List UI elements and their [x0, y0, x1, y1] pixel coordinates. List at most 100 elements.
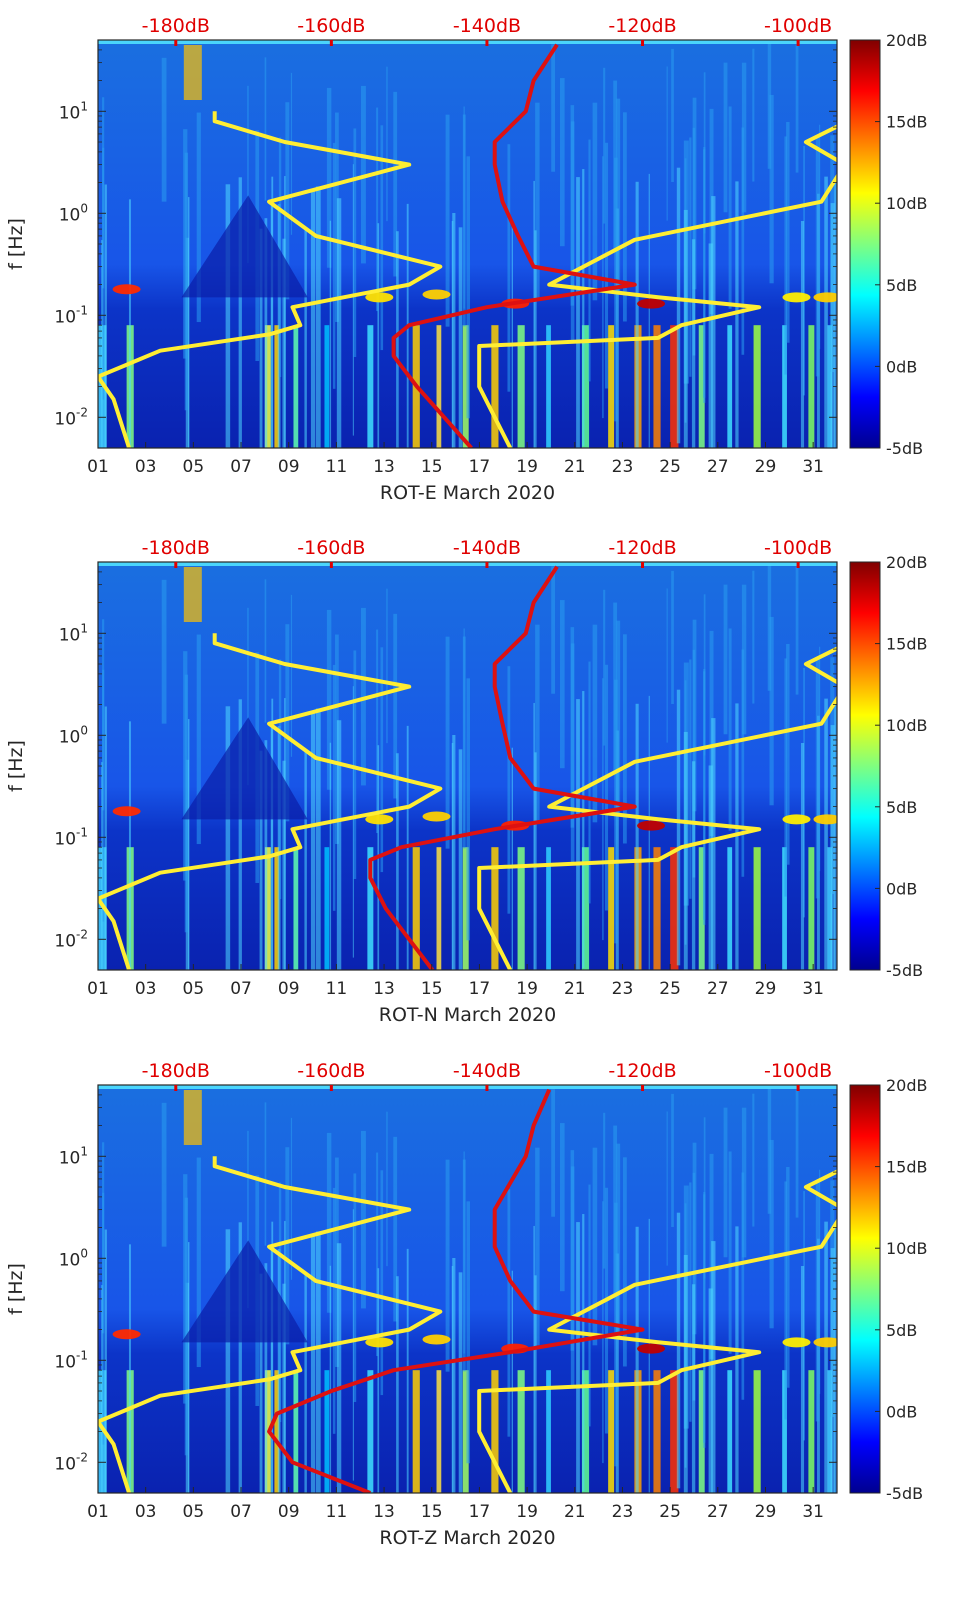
x-tick-label: 31 [802, 1502, 824, 1522]
colorbar-label: 5dB [886, 1321, 917, 1340]
colorbar-label: 0dB [886, 879, 917, 898]
y-axis-title: f [Hz] [5, 1263, 27, 1315]
y-tick-label: 10-2 [54, 1450, 88, 1474]
noise-model-curve-2 [477, 124, 837, 448]
y-axis-title: f [Hz] [5, 740, 27, 792]
x-tick-label: 21 [564, 457, 586, 477]
colorbar-label: 10dB [886, 716, 928, 735]
colorbar-label: 5dB [886, 798, 917, 817]
colorbar: 20dB 15dB 10dB 5dB 0dB -5dB [849, 1076, 928, 1503]
top-db-label: -180dB [142, 15, 210, 37]
x-tick-label: 19 [516, 1502, 538, 1522]
x-tick-label: 07 [230, 457, 252, 477]
x-tick-label: 15 [421, 1502, 443, 1522]
top-db-label: -120dB [608, 1060, 676, 1082]
x-tick-label: 27 [707, 457, 729, 477]
colorbar-label: 5dB [886, 276, 917, 295]
x-tick-label: 13 [373, 457, 395, 477]
x-tick-label: 19 [516, 979, 538, 999]
x-tick-label: 09 [278, 457, 300, 477]
colorbar-label: 0dB [886, 1402, 917, 1421]
noise-model-curve-1 [98, 1156, 443, 1493]
colorbar-label: 0dB [886, 357, 917, 376]
x-tick-label: 17 [469, 979, 491, 999]
spectrogram-image [98, 1085, 837, 1493]
y-tick-label: 100 [59, 201, 88, 225]
chart-panel-3: 01 03 05 07 09 11 13 15 17 19 21 23 25 27 29 31 10-2 10-1… [5, 1060, 928, 1549]
y-tick-label: 10-1 [54, 303, 88, 327]
y-axis-title: f [Hz] [5, 218, 27, 270]
x-tick-label: 23 [612, 457, 634, 477]
top-db-label: -140dB [453, 15, 521, 37]
x-tick-label: 01 [87, 979, 109, 999]
x-tick-label: 29 [755, 457, 777, 477]
colorbar-label: -5dB [886, 439, 923, 458]
top-db-label: -160dB [297, 537, 365, 559]
y-tick-label: 10-1 [54, 825, 88, 849]
noise-model-curve-2 [477, 1169, 837, 1493]
x-tick-label: 15 [421, 979, 443, 999]
x-axis-title: ROT-N March 2020 [379, 1004, 556, 1026]
x-tick-label: 11 [326, 1502, 348, 1522]
spectrogram-image [98, 562, 837, 970]
x-tick-label: 21 [564, 1502, 586, 1522]
top-db-label: -140dB [453, 537, 521, 559]
top-db-label: -120dB [608, 15, 676, 37]
x-tick-label: 25 [659, 457, 681, 477]
x-tick-label: 17 [469, 1502, 491, 1522]
y-tick-label: 101 [59, 1144, 88, 1168]
colorbar-label: -5dB [886, 961, 923, 980]
noise-model-curve-1 [98, 111, 443, 448]
colorbar-label: 15dB [886, 113, 928, 132]
x-tick-label: 03 [135, 1502, 157, 1522]
colorbar-label: 10dB [886, 1239, 928, 1258]
x-tick-label: 25 [659, 1502, 681, 1522]
y-tick-label: 101 [59, 621, 88, 645]
x-axis-title: ROT-E March 2020 [380, 482, 555, 504]
x-tick-label: 01 [87, 1502, 109, 1522]
chart-panel-2: 01 03 05 07 09 11 13 15 17 19 21 23 25 27 29 31 10-2 10-1… [5, 537, 928, 1026]
spectrogram-image [98, 40, 837, 448]
x-tick-label: 07 [230, 979, 252, 999]
x-tick-label: 23 [612, 979, 634, 999]
top-db-label: -160dB [297, 15, 365, 37]
x-tick-label: 17 [469, 457, 491, 477]
top-db-label: -180dB [142, 537, 210, 559]
y-tick-label: 100 [59, 723, 88, 747]
noise-model-curve-3 [267, 1088, 645, 1493]
x-tick-label: 25 [659, 979, 681, 999]
x-tick-label: 01 [87, 457, 109, 477]
top-db-label: -140dB [453, 1060, 521, 1082]
x-tick-label: 13 [373, 979, 395, 999]
colorbar-label: 20dB [886, 553, 928, 572]
colorbar-label: 20dB [886, 31, 928, 50]
colorbar-label: 15dB [886, 1158, 928, 1177]
top-db-label: -160dB [297, 1060, 365, 1082]
x-tick-label: 11 [326, 979, 348, 999]
top-db-label: -100dB [764, 1060, 832, 1082]
x-tick-label: 29 [755, 1502, 777, 1522]
x-tick-label: 31 [802, 457, 824, 477]
x-tick-label: 27 [707, 1502, 729, 1522]
x-tick-label: 03 [135, 979, 157, 999]
noise-model-curve-3 [368, 565, 637, 970]
x-tick-label: 31 [802, 979, 824, 999]
x-tick-label: 23 [612, 1502, 634, 1522]
top-db-label: -180dB [142, 1060, 210, 1082]
colorbar-label: 15dB [886, 635, 928, 654]
colorbar-label: -5dB [886, 1484, 923, 1503]
x-tick-label: 19 [516, 457, 538, 477]
x-tick-label: 03 [135, 457, 157, 477]
y-tick-label: 10-2 [54, 405, 88, 429]
colorbar: 20dB 15dB 10dB 5dB 0dB -5dB [849, 31, 928, 458]
noise-model-curve-2 [477, 646, 837, 970]
y-tick-label: 10-2 [54, 927, 88, 951]
x-tick-label: 27 [707, 979, 729, 999]
x-tick-label: 05 [183, 457, 205, 477]
x-tick-label: 05 [183, 1502, 205, 1522]
chart-panel-1: 01 03 05 07 09 11 13 15 17 19 21 23 25 27 29 31 10-2 10-1… [5, 15, 928, 504]
x-tick-label: 21 [564, 979, 586, 999]
noise-model-curve-3 [391, 43, 637, 448]
